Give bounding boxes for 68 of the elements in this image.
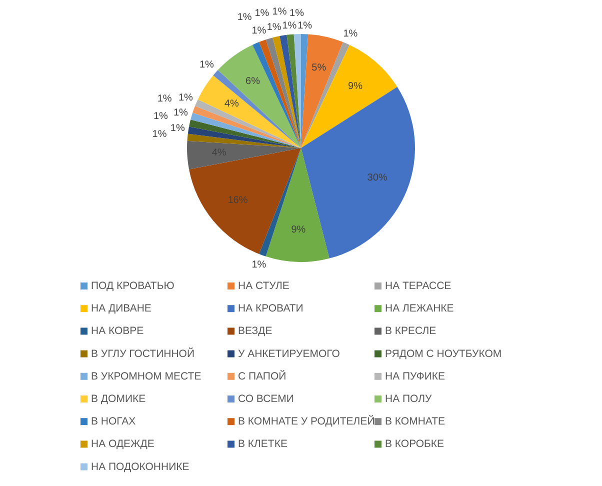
pie-slice [286,34,301,148]
legend-label: В УКРОМНОМ МЕСТЕ [91,370,202,382]
legend-label: НА ПОДОКОННИКЕ [91,460,190,473]
data-label: 1% [173,108,188,119]
data-label: 6% [246,76,260,88]
data-label: 9% [291,224,306,236]
data-label: 1% [157,93,172,104]
data-label: 1% [282,20,297,32]
data-label: 16% [228,194,248,206]
legend-label: В УГЛУ ГОСТИННОЙ [91,346,195,360]
legend-label: НА ОДЕЖДЕ [91,438,154,450]
legend-label: У АНКЕТИРУЕМОГО [238,348,340,360]
data-label: 1% [272,6,287,18]
legend-label: ПОД КРОВАТЬЮ [91,280,175,292]
legend-label: ВЕЗДЕ [238,325,272,338]
pie-slice [301,44,398,148]
pie-slice [189,120,301,148]
data-label: 30% [367,172,388,184]
pie-slice [198,75,301,148]
data-label: 1% [252,26,266,37]
legend-label: НА ЛЕЖАНКЕ [385,302,454,315]
data-label: 9% [348,80,363,92]
data-label: 4% [224,98,240,110]
data-label: 1% [266,22,282,34]
legend-label: СО ВСЕМИ [238,393,294,405]
legend-label: НА КОВРЕ [91,325,144,338]
legend-label: НА СТУЛЕ [238,280,290,292]
legend-label: В КЛЕТКЕ [238,438,288,450]
data-label: 1% [170,122,185,134]
pie-slice [195,99,301,148]
pie-slice [301,34,343,148]
pie-slice [188,126,301,148]
data-label: 1% [153,111,168,122]
legend-label: НА ПУФИКЕ [385,370,446,382]
legend-label: НА ТЕРАССЕ [385,280,452,292]
pie-slice [218,44,301,148]
pie-slice [192,106,301,148]
data-label: 5% [312,62,326,74]
legend-label: В НОГАХ [91,416,136,428]
data-label: 1% [254,8,270,20]
data-label: 1% [343,28,358,40]
legend-label: В КОМНАТЕ [385,416,446,428]
pie-slice [301,42,350,148]
data-label: 1% [152,129,167,140]
legend-label: РЯДОМ С НОУТБУКОМ [385,348,502,360]
legend-label: В ДОМИКЕ [91,393,146,405]
pie-slice [266,148,330,262]
data-label: 1% [298,20,312,32]
pie-slice [213,70,301,148]
data-label: 1% [290,8,304,19]
legend-label: В КОРОБКЕ [385,438,444,450]
legend-label: С ПАПОЙ [238,369,286,382]
legend-label: НА ПОЛУ [385,393,432,405]
pie-slice [190,112,301,148]
data-label: 1% [178,92,194,104]
legend-label: В КРЕСЛЕ [385,325,436,338]
pie-slice [280,34,301,148]
pie-slice [272,36,301,148]
pie-slice [187,134,301,148]
pie-slice [266,38,301,148]
legend-label: В КОМНАТЕ У РОДИТЕЛЕЙ [238,414,375,428]
pie-slice [259,40,301,148]
legend-label: НА ДИВАНЕ [91,302,152,315]
legend-label: НА КРОВАТИ [238,302,304,315]
pie-slice [187,140,301,170]
data-label: 1% [199,59,214,70]
data-label: 1% [237,12,252,24]
data-label: 1% [252,259,266,270]
